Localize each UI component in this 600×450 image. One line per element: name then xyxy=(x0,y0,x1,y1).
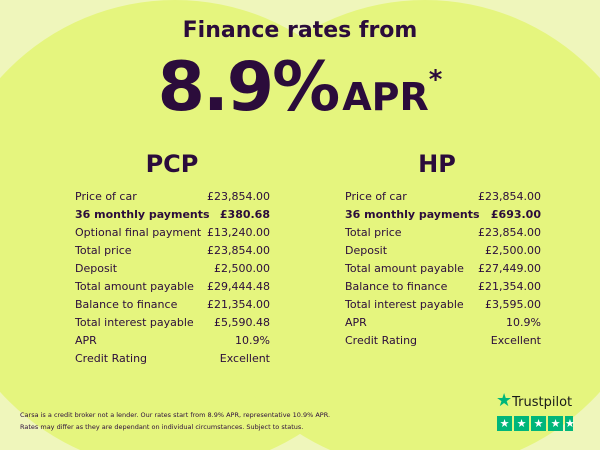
row-value: £3,595.00 xyxy=(485,298,541,311)
trustpilot-logo: ★Trustpilot xyxy=(496,390,573,411)
row-label: Price of car xyxy=(75,190,137,203)
row-label: Optional final payment xyxy=(75,226,202,239)
table-row: 36 monthly payments £380.68 xyxy=(75,206,270,224)
table-row: Optional final payment £13,240.00 xyxy=(75,224,270,242)
row-value: Excellent xyxy=(490,334,541,347)
row-value: £21,354.00 xyxy=(478,280,541,293)
row-label: APR xyxy=(75,334,97,347)
plan-title: PCP xyxy=(145,150,199,178)
row-value: £29,444.48 xyxy=(207,280,270,293)
table-row: Total interest payable £5,590.48 xyxy=(75,314,270,332)
row-label: Total amount payable xyxy=(75,280,194,293)
star-box: ★ xyxy=(514,416,529,431)
row-value: £27,449.00 xyxy=(478,262,541,275)
apr: APR xyxy=(342,75,429,119)
table-row: Total price £23,854.00 xyxy=(345,224,541,242)
row-label: Credit Rating xyxy=(75,352,148,365)
row-label: Deposit xyxy=(75,262,118,275)
table-row: Balance to finance £21,354.00 xyxy=(75,296,270,314)
row-value: 10.9% xyxy=(506,316,541,329)
table-row: Total amount payable £27,449.00 xyxy=(345,260,541,278)
row-label: Total price xyxy=(75,244,132,257)
row-label: Balance to finance xyxy=(75,298,178,311)
row-label: APR xyxy=(345,316,367,329)
table-row: Credit Rating Excellent xyxy=(75,350,270,368)
row-label: 36 monthly payments xyxy=(345,208,480,221)
table-row: Deposit £2,500.00 xyxy=(75,260,270,278)
row-label: Total interest payable xyxy=(75,316,194,329)
row-value: £23,854.00 xyxy=(207,190,270,203)
row-value: £21,354.00 xyxy=(207,298,270,311)
rate: 8.9% xyxy=(157,48,341,127)
table-row: Total interest payable £3,595.00 xyxy=(345,296,541,314)
row-value: £13,240.00 xyxy=(207,226,270,239)
title: Finance rates from xyxy=(182,18,418,43)
row-label: Deposit xyxy=(345,244,388,257)
rate-line: 8.9% APR* xyxy=(0,48,600,127)
row-label: 36 monthly payments xyxy=(75,208,210,221)
star-box: ★ xyxy=(497,416,512,431)
row-label: Credit Rating xyxy=(345,334,418,347)
row-value: £23,854.00 xyxy=(207,244,270,257)
row-value: £2,500.00 xyxy=(214,262,270,275)
star-box: ★ xyxy=(565,416,575,431)
table-row: APR 10.9% xyxy=(75,332,270,350)
row-value: £2,500.00 xyxy=(485,244,541,257)
table-row: 36 monthly payments £693.00 xyxy=(345,206,541,224)
table-row: Balance to finance £21,354.00 xyxy=(345,278,541,296)
star-box: ★ xyxy=(531,416,546,431)
disclaimer: Carsa is a credit broker not a lender. O… xyxy=(20,411,331,419)
table-row: Total price £23,854.00 xyxy=(75,242,270,260)
row-label: Total interest payable xyxy=(345,298,464,311)
star-box: ★ xyxy=(548,416,563,431)
disclaimer: Rates may differ as they are dependant o… xyxy=(20,423,304,431)
table-row: Total amount payable £29,444.48 xyxy=(75,278,270,296)
table-row: Price of car £23,854.00 xyxy=(345,188,541,206)
row-label: Total amount payable xyxy=(345,262,464,275)
trustpilot-text: Trustpilot xyxy=(512,395,573,410)
row-value: 10.9% xyxy=(235,334,270,347)
row-value: £23,854.00 xyxy=(478,190,541,203)
row-label: Price of car xyxy=(345,190,407,203)
table-row: Credit Rating Excellent xyxy=(345,332,541,350)
row-value: £23,854.00 xyxy=(478,226,541,239)
row-value: £5,590.48 xyxy=(214,316,270,329)
plan-title: HP xyxy=(418,150,456,178)
circle-right xyxy=(190,0,600,450)
row-value: £380.68 xyxy=(219,208,270,221)
table-row: Price of car £23,854.00 xyxy=(75,188,270,206)
asterisk: * xyxy=(428,65,443,95)
row-label: Total price xyxy=(345,226,402,239)
table-row: APR 10.9% xyxy=(345,314,541,332)
row-value: Excellent xyxy=(219,352,270,365)
table-row: Deposit £2,500.00 xyxy=(345,242,541,260)
row-label: Balance to finance xyxy=(345,280,448,293)
row-value: £693.00 xyxy=(490,208,541,221)
